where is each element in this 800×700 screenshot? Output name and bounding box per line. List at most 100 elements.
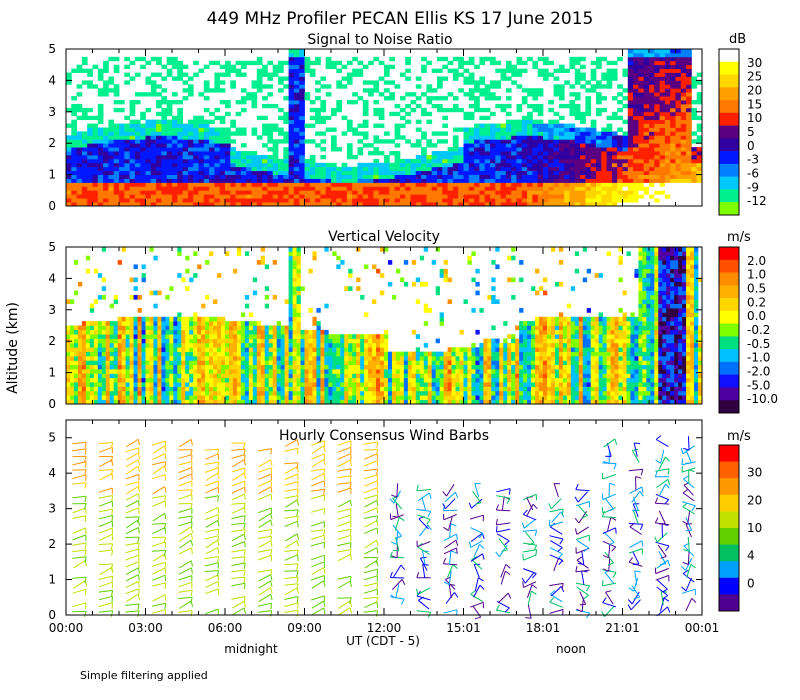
snr-cell [187, 166, 194, 172]
velocity-cell [69, 356, 75, 361]
snr-cell [543, 182, 549, 187]
snr-cell [569, 194, 576, 199]
velocity-cell [177, 395, 182, 400]
snr-cell [76, 174, 83, 179]
snr-cell [81, 174, 88, 179]
snr-cell [389, 64, 395, 70]
snr-cell [172, 127, 178, 132]
snr-cell [129, 190, 136, 195]
snr-cell [92, 186, 99, 191]
snr-cell [484, 56, 491, 62]
snr-cell [166, 154, 173, 160]
snr-cell [320, 107, 327, 113]
velocity-cell [352, 351, 357, 357]
snr-cell [166, 103, 173, 109]
snr-cell [558, 158, 565, 164]
snr-cell [103, 170, 109, 176]
snr-cell [336, 182, 342, 187]
snr-cell [670, 64, 676, 70]
snr-cell [622, 178, 629, 183]
velocity-cell [336, 360, 341, 366]
snr-cell [76, 190, 83, 195]
velocity-cell [137, 334, 142, 339]
velocity-cell [177, 321, 182, 326]
snr-cell [495, 162, 501, 168]
velocity-cell [300, 386, 305, 392]
snr-cell [119, 131, 125, 136]
velocity-cell [77, 342, 83, 348]
snr-cell [140, 198, 146, 203]
snr-cell [479, 60, 486, 66]
snr-cell [124, 202, 130, 207]
snr-cell [468, 76, 475, 81]
snr-cell [378, 76, 385, 81]
snr-cell [664, 115, 671, 121]
snr-cell [569, 166, 576, 172]
snr-cell [437, 68, 443, 73]
snr-cell [182, 80, 189, 85]
velocity-cell [109, 325, 114, 331]
snr-cell [214, 76, 221, 81]
velocity-cell [280, 390, 285, 396]
velocity-cell [137, 308, 142, 313]
snr-cell [92, 127, 99, 132]
snr-cell [124, 131, 130, 136]
colorbar-label: -12 [747, 194, 767, 208]
velocity-cell [356, 247, 361, 252]
y-tick-label: 5 [48, 42, 56, 56]
velocity-cell [352, 386, 357, 392]
velocity-cell [169, 356, 174, 361]
velocity-cell [213, 325, 218, 331]
snr-cell [172, 131, 178, 136]
snr-cell [246, 198, 252, 203]
snr-cell [378, 107, 385, 113]
snr-cell [442, 186, 448, 191]
velocity-cell [105, 325, 111, 331]
velocity-cell [201, 364, 206, 370]
velocity-cell [280, 351, 285, 357]
snr-cell [569, 92, 576, 97]
velocity-cell [137, 347, 142, 352]
snr-cell [256, 178, 263, 183]
snr-cell [203, 170, 210, 176]
velocity-cell [384, 395, 389, 400]
velocity-cell [316, 377, 321, 383]
velocity-cell [316, 356, 321, 361]
velocity-cell [101, 360, 107, 366]
snr-cell [585, 111, 592, 117]
snr-cell [627, 68, 634, 73]
snr-cell [357, 72, 364, 77]
snr-cell [161, 135, 168, 140]
snr-cell [299, 194, 305, 199]
snr-cell [299, 111, 305, 117]
snr-cell [209, 131, 215, 136]
snr-cell [172, 158, 178, 164]
snr-cell [670, 49, 676, 54]
snr-cell [246, 186, 252, 191]
velocity-cell [292, 268, 297, 274]
snr-cell [691, 147, 698, 152]
snr-cell [81, 147, 88, 152]
velocity-cell [101, 347, 107, 352]
snr-cell [500, 178, 507, 183]
snr-cell [299, 76, 305, 81]
snr-cell [219, 190, 226, 195]
snr-cell [643, 111, 650, 117]
velocity-cell [177, 251, 182, 257]
snr-cell [309, 174, 316, 179]
snr-cell [511, 166, 517, 172]
snr-cell [293, 135, 300, 140]
snr-cell [686, 158, 692, 164]
velocity-cell [284, 386, 289, 392]
snr-cell [410, 202, 417, 207]
velocity-cell [320, 334, 325, 339]
snr-cell [283, 158, 289, 164]
snr-cell [659, 182, 666, 187]
snr-cell [426, 202, 433, 207]
snr-cell [516, 123, 523, 128]
snr-cell [574, 154, 581, 160]
velocity-cell [117, 373, 122, 379]
velocity-cell [324, 373, 329, 379]
velocity-cell [117, 364, 122, 370]
snr-cell [537, 127, 544, 132]
